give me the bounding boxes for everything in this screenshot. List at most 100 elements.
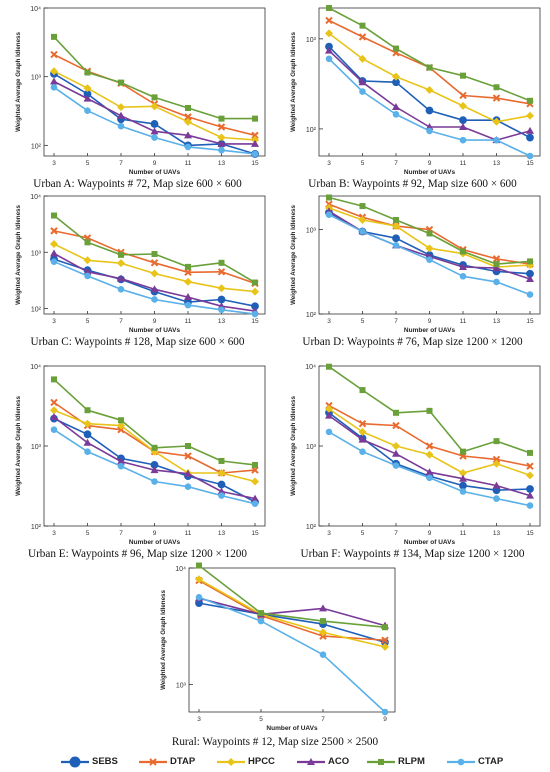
data-point-aco xyxy=(492,264,501,272)
data-point-rlpm xyxy=(527,97,533,104)
data-point-sebs xyxy=(217,295,226,304)
data-point-dtap xyxy=(325,16,333,25)
data-point-hpcc xyxy=(459,101,467,110)
data-point-dtap xyxy=(492,94,501,102)
data-point-aco xyxy=(492,481,501,489)
series-aco xyxy=(325,411,534,499)
x-tick-label: 3 xyxy=(52,530,56,537)
y-tick-label: 10³ xyxy=(306,228,317,235)
data-point-rlpm xyxy=(393,45,399,52)
y-tick-label: 10⁴ xyxy=(30,194,41,201)
data-point-ctap xyxy=(381,708,389,716)
series-line-aco xyxy=(198,597,386,627)
data-point-rlpm xyxy=(118,251,124,258)
legend-marker-rlpm xyxy=(378,759,384,765)
series-rlpm xyxy=(51,212,258,286)
data-point-ctap xyxy=(392,111,400,118)
data-point-ctap xyxy=(251,150,259,158)
series-line-hpcc xyxy=(198,578,386,648)
data-point-hpcc xyxy=(117,259,125,268)
data-point-aco xyxy=(83,94,92,102)
series-aco xyxy=(50,413,259,502)
data-point-ctap xyxy=(392,462,400,469)
x-tick-label: 3 xyxy=(52,160,56,167)
data-point-hpcc xyxy=(150,269,159,278)
data-point-aco xyxy=(459,474,467,482)
x-tick-label: 15 xyxy=(251,318,259,325)
x-axis-label: Number of UAVs xyxy=(404,327,456,334)
data-point-aco xyxy=(392,103,400,111)
x-tick-label: 11 xyxy=(185,160,192,167)
data-point-ctap xyxy=(218,306,225,314)
x-axis-label: Number of UAVs xyxy=(404,169,456,176)
x-tick-label: 13 xyxy=(218,530,226,537)
x-tick-label: 3 xyxy=(327,160,331,167)
x-axis-label: Number of UAVs xyxy=(266,725,318,732)
data-point-rlpm xyxy=(185,263,191,270)
data-point-aco xyxy=(526,274,534,282)
chart-urban-a: 10² 10³ 10⁴ 3 5 7 9 11 13 15 Number of UAVs Weighte… xyxy=(15,6,266,176)
chart-urban-b: 10² 10³ 3 5 7 9 11 13 15 Number of UAVs Weighted A… xyxy=(290,5,541,176)
data-point-rlpm xyxy=(326,5,332,11)
data-point-hpcc xyxy=(50,240,58,249)
data-point-hpcc xyxy=(425,244,434,253)
x-tick-label: 5 xyxy=(86,530,90,537)
data-point-dtap xyxy=(358,33,367,41)
x-tick-label: 13 xyxy=(218,318,226,325)
data-point-hpcc xyxy=(184,117,192,126)
y-tick-label: 10² xyxy=(31,524,42,531)
legend-marker-ctap xyxy=(457,758,465,766)
caption-urban-f: Urban F: Waypoints # 134, Map size 1200 … xyxy=(300,548,525,560)
y-tick-label: 10⁴ xyxy=(175,566,186,573)
data-point-ctap xyxy=(218,146,225,154)
x-tick-label: 9 xyxy=(428,160,432,167)
data-point-rlpm xyxy=(84,239,91,246)
data-point-aco xyxy=(392,449,400,457)
x-tick-label: 9 xyxy=(153,318,157,325)
data-point-hpcc xyxy=(50,406,58,415)
data-point-aco xyxy=(217,139,226,147)
data-point-aco xyxy=(526,491,534,499)
x-tick-label: 3 xyxy=(52,318,56,325)
series-aco xyxy=(50,77,259,147)
data-point-aco xyxy=(83,267,92,275)
data-point-ctap xyxy=(526,502,534,509)
x-tick-label: 13 xyxy=(218,160,226,167)
y-axis-label: Weighted Average Graph Idleness xyxy=(290,32,297,132)
data-point-ctap xyxy=(392,242,400,249)
x-tick-label: 9 xyxy=(428,530,432,537)
data-point-hpcc xyxy=(83,256,92,265)
data-point-aco xyxy=(251,139,259,147)
legend-marker-dtap xyxy=(149,758,157,766)
data-point-hpcc xyxy=(526,471,534,480)
legend-swatch-dtap xyxy=(139,758,167,766)
data-point-hpcc xyxy=(50,67,58,76)
y-tick-label: 10² xyxy=(31,307,42,314)
x-tick-label: 9 xyxy=(383,716,387,723)
series-ctap xyxy=(325,211,534,298)
data-point-hpcc xyxy=(83,84,92,93)
data-point-ctap xyxy=(426,474,433,482)
data-point-hpcc xyxy=(251,477,259,486)
data-point-ctap xyxy=(459,136,467,144)
data-point-rlpm xyxy=(51,376,57,383)
x-tick-label: 15 xyxy=(251,160,259,167)
chart-urban-f: 10² 10³ 10⁴ 3 5 7 9 11 13 15 Number of UAVs Weighte… xyxy=(290,363,541,546)
data-point-rlpm xyxy=(118,417,124,424)
x-tick-label: 5 xyxy=(86,318,90,325)
data-point-aco xyxy=(459,263,467,271)
data-point-ctap xyxy=(426,256,433,263)
x-axis-label: Number of UAVs xyxy=(129,169,181,176)
series-line-rlpm xyxy=(198,564,386,628)
data-point-dtap xyxy=(492,255,501,263)
data-point-ctap xyxy=(325,428,333,436)
legend: SEBS DTAP HPCC ACO RLPM CTAP xyxy=(60,755,540,769)
data-point-ctap xyxy=(493,278,500,286)
legend-swatch-rlpm xyxy=(367,759,395,765)
data-point-ctap xyxy=(50,84,58,91)
series-hpcc xyxy=(50,67,259,144)
data-point-rlpm xyxy=(493,84,500,91)
data-point-aco xyxy=(184,469,192,477)
data-point-rlpm xyxy=(258,610,264,617)
data-point-aco xyxy=(150,285,159,293)
